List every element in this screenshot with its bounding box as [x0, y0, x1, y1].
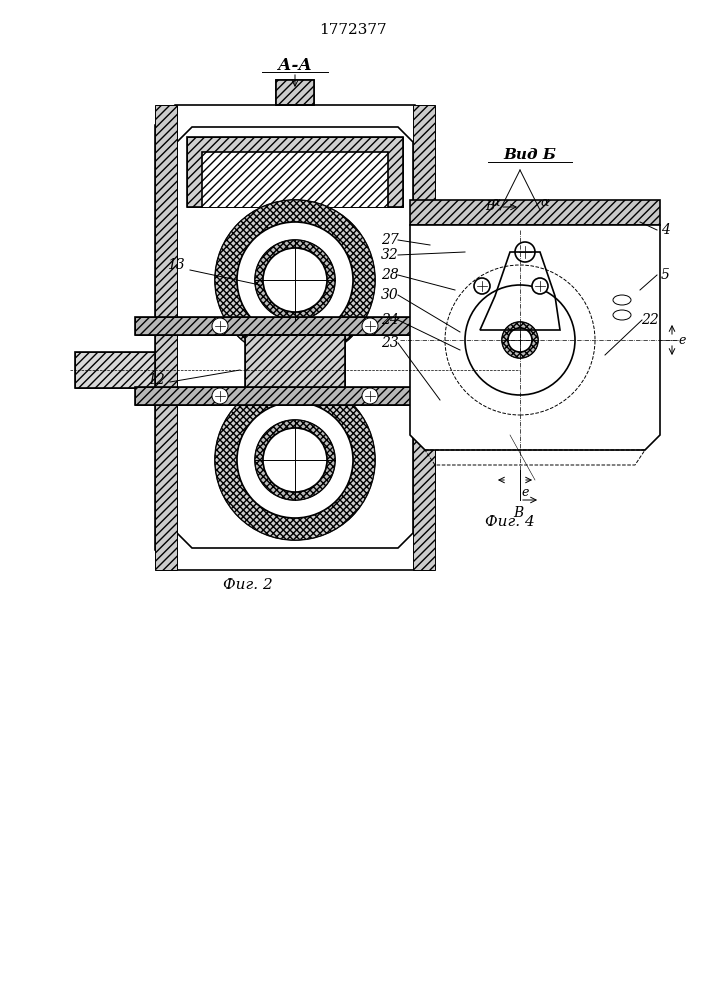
Bar: [75, 352, 155, 388]
Text: В: В: [485, 200, 494, 214]
Text: 22: 22: [641, 313, 659, 327]
Circle shape: [502, 322, 538, 358]
Bar: [135, 317, 455, 335]
Text: 13: 13: [168, 258, 185, 272]
Circle shape: [362, 318, 378, 334]
Circle shape: [215, 380, 375, 540]
Text: α: α: [492, 196, 501, 210]
Wedge shape: [215, 380, 375, 540]
Bar: [410, 200, 660, 225]
Text: 23: 23: [381, 336, 399, 350]
Circle shape: [508, 328, 532, 352]
Bar: [245, 335, 345, 387]
Text: e: e: [678, 334, 685, 347]
Bar: [413, 105, 435, 570]
Circle shape: [237, 222, 353, 338]
Bar: [135, 387, 455, 405]
Circle shape: [263, 428, 327, 492]
Wedge shape: [215, 200, 375, 360]
Text: В: В: [513, 506, 523, 520]
Wedge shape: [255, 240, 335, 320]
Text: 32: 32: [381, 248, 399, 262]
Circle shape: [532, 278, 548, 294]
Wedge shape: [255, 420, 335, 500]
Text: e: e: [521, 486, 529, 499]
Circle shape: [255, 420, 335, 500]
Circle shape: [362, 388, 378, 404]
Bar: [155, 105, 177, 570]
Text: α: α: [541, 196, 549, 210]
Circle shape: [237, 402, 353, 518]
Polygon shape: [75, 352, 155, 388]
Circle shape: [515, 242, 535, 262]
Circle shape: [263, 248, 327, 312]
Text: 30: 30: [381, 288, 399, 302]
Bar: [187, 137, 403, 207]
Text: 5: 5: [660, 268, 670, 282]
Bar: [276, 80, 314, 105]
Circle shape: [212, 318, 228, 334]
Text: Фиг. 4: Фиг. 4: [485, 515, 535, 529]
Bar: [245, 335, 345, 387]
Text: 24: 24: [381, 313, 399, 327]
Text: 12: 12: [147, 373, 165, 387]
Bar: [135, 387, 455, 405]
Polygon shape: [435, 352, 515, 388]
Circle shape: [215, 200, 375, 360]
Wedge shape: [502, 322, 538, 358]
Bar: [435, 352, 515, 388]
Circle shape: [255, 240, 335, 320]
Polygon shape: [187, 137, 403, 207]
Text: Фиг. 2: Фиг. 2: [223, 578, 273, 592]
Circle shape: [212, 388, 228, 404]
Text: Вид Б: Вид Б: [503, 148, 556, 162]
Text: А-А: А-А: [278, 56, 312, 74]
Text: 28: 28: [381, 268, 399, 282]
Bar: [135, 317, 455, 335]
Text: 4: 4: [660, 223, 670, 237]
Text: 27: 27: [381, 233, 399, 247]
Circle shape: [474, 278, 490, 294]
Text: 1772377: 1772377: [319, 23, 387, 37]
Polygon shape: [410, 225, 660, 450]
Polygon shape: [276, 80, 314, 105]
